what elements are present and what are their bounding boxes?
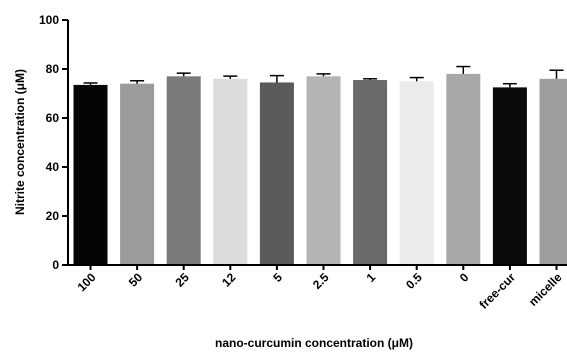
x-axis-title: nano-curcumin concentration (μM) <box>215 336 413 350</box>
y-tick-label: 40 <box>46 160 60 174</box>
x-tick-label: free-cur <box>477 270 519 312</box>
y-tick-label: 60 <box>46 111 60 125</box>
y-axis-title: Nitrite concentration (μM) <box>13 69 27 215</box>
x-tick-label: 0.5 <box>403 270 425 292</box>
x-tick-label: 12 <box>219 270 239 290</box>
x-tick-label: 25 <box>172 270 192 290</box>
y-tick-label: 80 <box>46 62 60 76</box>
bar <box>213 78 248 265</box>
x-tick-label: 50 <box>126 270 146 290</box>
error-bars-group <box>83 65 564 88</box>
bar <box>259 82 294 265</box>
bar <box>166 76 201 265</box>
y-tick-label: 0 <box>52 258 59 272</box>
bar <box>73 84 108 265</box>
y-tick-label: 20 <box>46 209 60 223</box>
bars-group <box>73 73 567 266</box>
bar <box>306 76 341 265</box>
x-tick-label: 100 <box>75 270 99 294</box>
bar <box>120 83 155 265</box>
axes-group <box>67 20 567 266</box>
x-tick-label: 5 <box>270 270 285 285</box>
y-tick-label: 100 <box>39 13 59 27</box>
bar <box>492 87 527 265</box>
bar <box>539 78 567 265</box>
x-tick-label: 2.5 <box>310 270 332 292</box>
x-tick-label: 0 <box>457 270 472 285</box>
x-tick-label: micelle <box>526 270 565 309</box>
bar <box>353 80 388 266</box>
y-ticks-group: 0 20 40 60 80 100 <box>39 13 68 272</box>
bar <box>446 73 481 266</box>
x-tick-label: 1 <box>364 270 379 285</box>
bar <box>399 81 434 265</box>
x-ticks-group: 100 50 25 12 5 2.5 1 0.5 0 free-cur micelle <box>75 265 565 312</box>
